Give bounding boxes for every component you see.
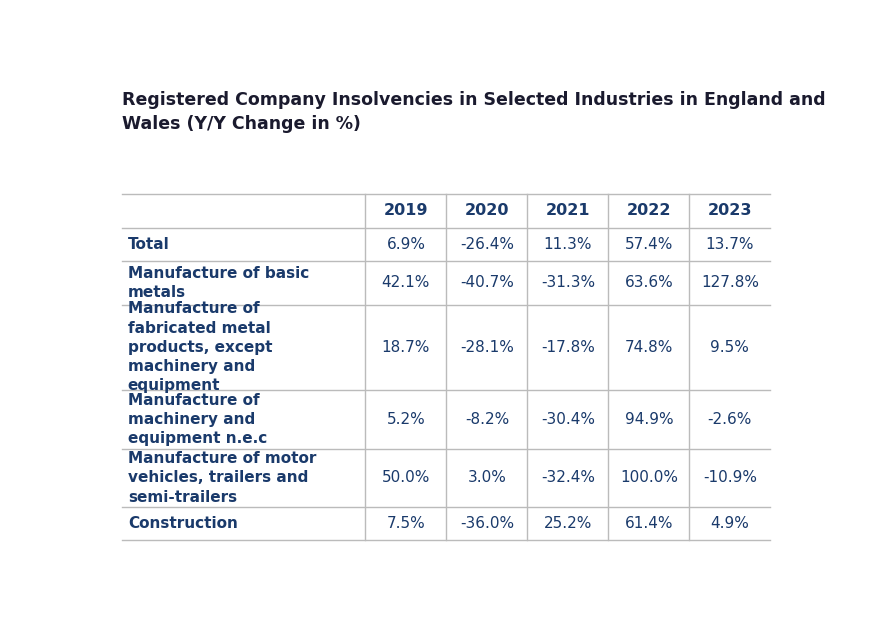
Text: -31.3%: -31.3% [541,275,595,291]
Text: 50.0%: 50.0% [381,471,430,485]
Text: 4.9%: 4.9% [711,516,749,531]
Text: -17.8%: -17.8% [541,340,595,355]
Text: 9.5%: 9.5% [711,340,749,355]
Text: Total: Total [128,237,170,252]
Text: 6.9%: 6.9% [387,237,425,252]
Text: 2021: 2021 [545,204,591,219]
Text: 42.1%: 42.1% [381,275,430,291]
Text: 13.7%: 13.7% [706,237,754,252]
Text: 57.4%: 57.4% [625,237,673,252]
Text: 5.2%: 5.2% [387,412,425,427]
Text: 18.7%: 18.7% [381,340,430,355]
Text: Manufacture of
fabricated metal
products, except
machinery and
equipment: Manufacture of fabricated metal products… [128,301,273,393]
Text: 11.3%: 11.3% [544,237,592,252]
Text: Manufacture of
machinery and
equipment n.e.c: Manufacture of machinery and equipment n… [128,393,267,446]
Text: 2020: 2020 [464,204,510,219]
Text: 94.9%: 94.9% [625,412,673,427]
Text: Manufacture of basic
metals: Manufacture of basic metals [128,266,309,300]
Text: Manufacture of motor
vehicles, trailers and
semi-trailers: Manufacture of motor vehicles, trailers … [128,451,316,504]
Text: -32.4%: -32.4% [541,471,595,485]
Text: 127.8%: 127.8% [701,275,759,291]
Text: Registered Company Insolvencies in Selected Industries in England and
Wales (Y/Y: Registered Company Insolvencies in Selec… [122,91,826,133]
Text: 61.4%: 61.4% [625,516,673,531]
Text: 2022: 2022 [626,204,672,219]
Text: 2023: 2023 [707,204,753,219]
Text: 7.5%: 7.5% [387,516,425,531]
Text: 74.8%: 74.8% [625,340,673,355]
Text: -26.4%: -26.4% [460,237,514,252]
Text: -10.9%: -10.9% [703,471,757,485]
Text: -30.4%: -30.4% [541,412,595,427]
Text: 63.6%: 63.6% [625,275,673,291]
Text: 100.0%: 100.0% [620,471,678,485]
Text: -8.2%: -8.2% [465,412,509,427]
Text: Construction: Construction [128,516,238,531]
Text: 3.0%: 3.0% [468,471,506,485]
Text: 2019: 2019 [383,204,429,219]
Text: -28.1%: -28.1% [460,340,514,355]
Text: -2.6%: -2.6% [708,412,752,427]
Text: -36.0%: -36.0% [460,516,514,531]
Text: 25.2%: 25.2% [544,516,592,531]
Text: -40.7%: -40.7% [460,275,514,291]
